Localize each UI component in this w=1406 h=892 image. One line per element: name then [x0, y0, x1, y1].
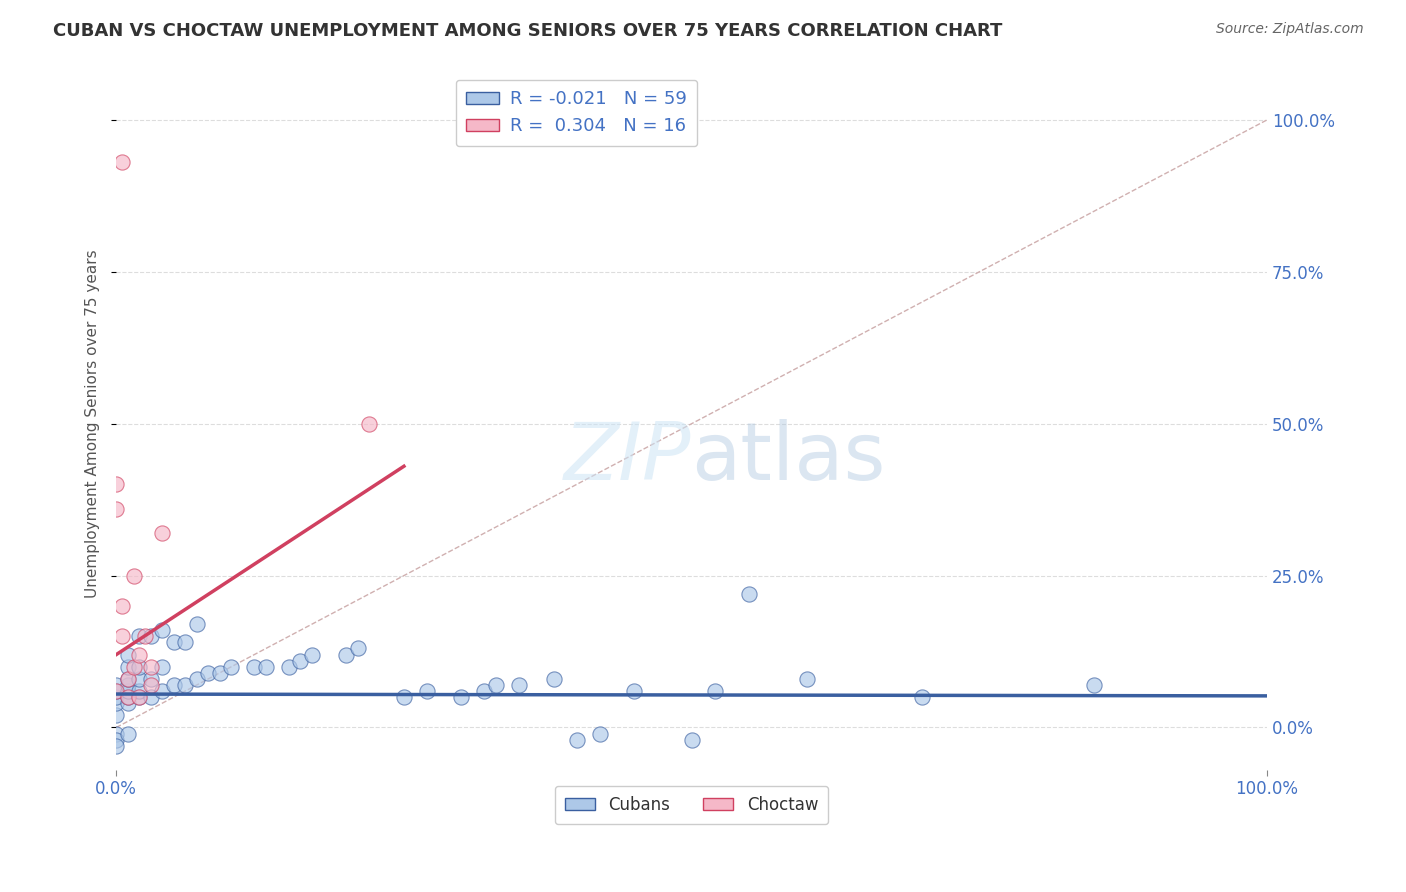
Point — [150, 659, 173, 673]
Point — [111, 629, 134, 643]
Point — [485, 678, 508, 692]
Point — [105, 477, 128, 491]
Point — [738, 587, 761, 601]
Point — [208, 665, 231, 680]
Point — [911, 690, 934, 704]
Point — [150, 684, 173, 698]
Point — [105, 696, 128, 710]
Point — [105, 690, 128, 704]
Point — [450, 690, 472, 704]
Point — [105, 739, 128, 753]
Point — [508, 678, 530, 692]
Point — [117, 648, 139, 662]
Point — [117, 696, 139, 710]
Point — [703, 684, 725, 698]
Point — [139, 672, 162, 686]
Point — [117, 684, 139, 698]
Point — [163, 678, 186, 692]
Point — [347, 641, 370, 656]
Point — [105, 726, 128, 740]
Text: Source: ZipAtlas.com: Source: ZipAtlas.com — [1216, 22, 1364, 37]
Point — [134, 629, 156, 643]
Point — [117, 672, 139, 686]
Point — [186, 672, 208, 686]
Point — [105, 684, 128, 698]
Point — [416, 684, 439, 698]
Point — [290, 654, 312, 668]
Point — [105, 732, 128, 747]
Point — [139, 659, 162, 673]
Point — [117, 690, 139, 704]
Point — [150, 624, 173, 638]
Point — [139, 678, 162, 692]
Point — [122, 659, 145, 673]
Point — [117, 690, 139, 704]
Point — [128, 690, 150, 704]
Point — [221, 659, 243, 673]
Point — [335, 648, 357, 662]
Point — [117, 659, 139, 673]
Y-axis label: Unemployment Among Seniors over 75 years: Unemployment Among Seniors over 75 years — [86, 250, 100, 598]
Point — [117, 726, 139, 740]
Point — [105, 501, 128, 516]
Point — [588, 726, 610, 740]
Point — [392, 690, 415, 704]
Point — [174, 635, 197, 649]
Point — [139, 629, 162, 643]
Text: ZIP: ZIP — [564, 419, 692, 498]
Legend: Cubans, Choctaw: Cubans, Choctaw — [555, 786, 828, 824]
Point — [197, 665, 219, 680]
Point — [122, 568, 145, 582]
Point — [243, 659, 266, 673]
Point — [105, 708, 128, 723]
Point — [139, 690, 162, 704]
Point — [623, 684, 645, 698]
Point — [1083, 678, 1105, 692]
Point — [359, 417, 381, 431]
Point — [186, 617, 208, 632]
Point — [150, 526, 173, 541]
Point — [128, 629, 150, 643]
Point — [301, 648, 323, 662]
Point — [117, 678, 139, 692]
Point — [128, 648, 150, 662]
Point — [128, 684, 150, 698]
Point — [163, 635, 186, 649]
Point — [277, 659, 299, 673]
Point — [796, 672, 818, 686]
Point — [174, 678, 197, 692]
Text: atlas: atlas — [692, 419, 886, 498]
Point — [254, 659, 277, 673]
Text: CUBAN VS CHOCTAW UNEMPLOYMENT AMONG SENIORS OVER 75 YEARS CORRELATION CHART: CUBAN VS CHOCTAW UNEMPLOYMENT AMONG SENI… — [53, 22, 1002, 40]
Point — [128, 659, 150, 673]
Point — [128, 672, 150, 686]
Point — [128, 690, 150, 704]
Point — [105, 684, 128, 698]
Point — [105, 678, 128, 692]
Point — [474, 684, 496, 698]
Point — [111, 155, 134, 169]
Point — [543, 672, 565, 686]
Point — [117, 672, 139, 686]
Point — [681, 732, 703, 747]
Point — [565, 732, 588, 747]
Point — [111, 599, 134, 613]
